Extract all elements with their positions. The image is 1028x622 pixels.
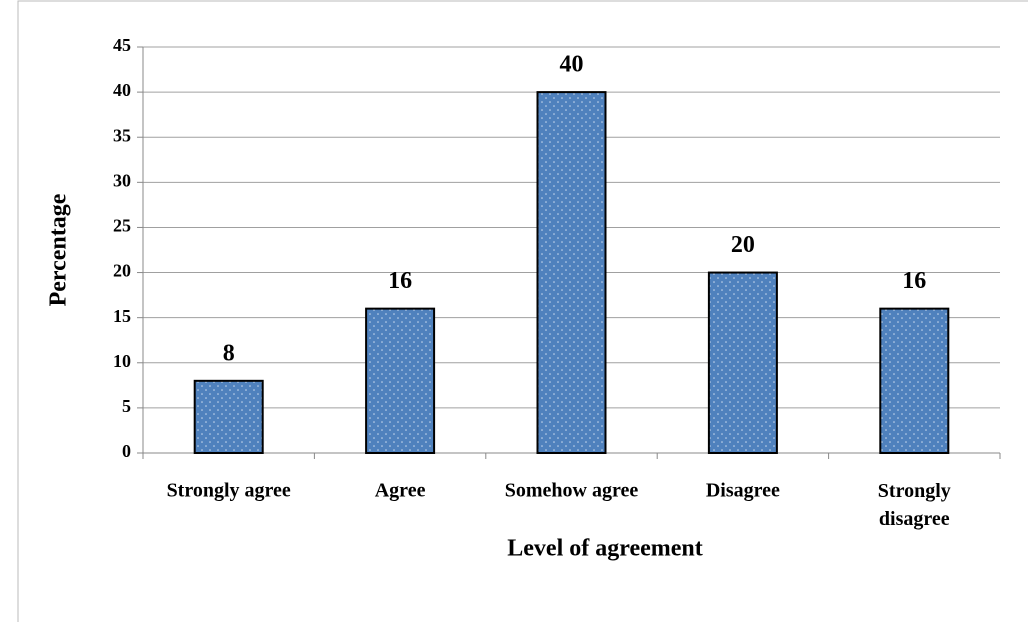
bar: [879, 307, 950, 454]
bar: [365, 307, 436, 454]
y-tick-label: 20: [113, 261, 131, 281]
data-label: 16: [902, 268, 926, 294]
bar: [193, 379, 264, 455]
data-label: 8: [223, 340, 235, 366]
y-tick-label: 15: [113, 306, 131, 326]
bar: [536, 91, 607, 454]
x-tick-label: Disagree: [706, 480, 780, 502]
x-tick-label: Strongly agree: [167, 480, 291, 502]
x-tick-label: Strongly disagree: [878, 480, 951, 530]
y-tick-label: 35: [113, 125, 131, 145]
y-tick-label: 45: [113, 35, 131, 55]
data-label: 20: [731, 232, 755, 258]
y-tick-label: 30: [113, 170, 131, 190]
x-axis-label: Level of agreement: [507, 536, 702, 562]
frame: [17, 0, 1028, 622]
data-label: 40: [560, 52, 584, 78]
y-axis-label: Percentage: [46, 193, 72, 306]
x-tick-label: Agree: [375, 480, 426, 502]
y-tick-label: 5: [122, 396, 131, 416]
y-tick-label: 40: [113, 80, 131, 100]
y-tick-label: 25: [113, 216, 131, 236]
bar: [707, 271, 778, 454]
y-tick-label: 0: [122, 441, 131, 461]
y-tick-label: 10: [113, 351, 131, 371]
data-label: 16: [388, 268, 412, 294]
x-tick-label: Somehow agree: [505, 480, 639, 502]
